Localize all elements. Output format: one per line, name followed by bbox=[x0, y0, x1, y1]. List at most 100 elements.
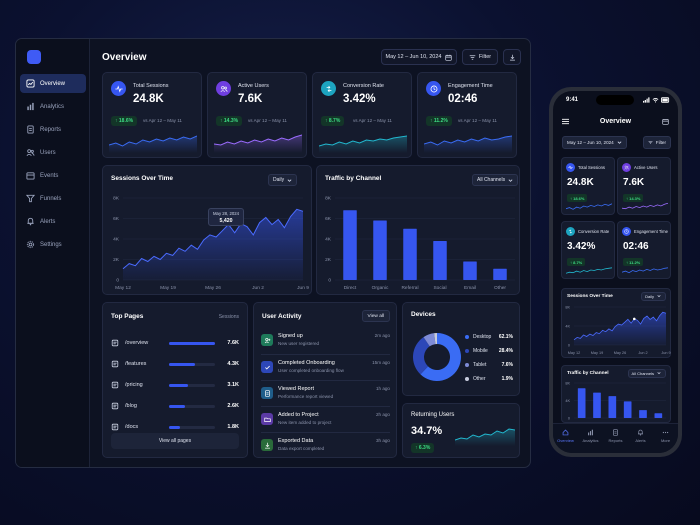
kpi-change: ↑ 18.6% bbox=[567, 194, 588, 202]
filter-button[interactable]: Filter bbox=[462, 49, 498, 65]
activity-item[interactable]: Signed up New user registered 2m ago bbox=[261, 328, 390, 354]
bar bbox=[623, 401, 632, 418]
page-share-fill bbox=[169, 341, 215, 345]
activity-title: Added to Project bbox=[278, 412, 319, 418]
kpi-label: Active Users bbox=[238, 83, 269, 89]
y-tick-label: 8K bbox=[325, 196, 332, 202]
bar bbox=[654, 413, 663, 418]
overview-icon bbox=[26, 79, 35, 88]
kpi-sparkline bbox=[319, 135, 407, 153]
kpi-value: 24.8K bbox=[567, 177, 594, 188]
bar bbox=[639, 410, 647, 418]
device-name: Tablet bbox=[473, 362, 487, 368]
filter-icon bbox=[469, 54, 476, 61]
kpi-compare: vs Apr 12 – May 11 bbox=[458, 118, 497, 123]
sessions-period-label: Daily bbox=[273, 177, 285, 183]
sidebar-item-label: Overview bbox=[40, 80, 66, 87]
mobile-traffic-filter[interactable]: All Channels bbox=[627, 369, 666, 378]
users-icon bbox=[26, 148, 35, 157]
returning-users-card: Returning Users 34.7% ↑ 6.3% bbox=[402, 403, 520, 458]
tab-analytics[interactable]: Analytics bbox=[578, 424, 603, 453]
sidebar-item-funnels[interactable]: Funnels bbox=[20, 189, 86, 208]
sidebar: Overview Analytics Reports Users Events Funne… bbox=[16, 39, 90, 467]
top-page-row[interactable]: /blog 2.6K bbox=[111, 399, 239, 413]
menu-icon[interactable] bbox=[562, 118, 569, 125]
mobile-kpi-card: Active Users 7.6K ↑ 14.3% bbox=[617, 157, 671, 215]
calendar-icon[interactable] bbox=[662, 118, 669, 125]
activity-badge bbox=[261, 334, 273, 346]
x-tick-label: Jun 2 bbox=[638, 351, 647, 355]
page-path: /docs bbox=[125, 424, 139, 430]
analytics-icon bbox=[587, 429, 594, 436]
page-icon bbox=[111, 423, 119, 431]
device-legend-item: Other 1.9% bbox=[465, 373, 513, 385]
activity-item[interactable]: Completed Onboarding User completed onboa… bbox=[261, 354, 390, 380]
activity-time: 3h ago bbox=[375, 438, 390, 443]
returning-users-value: 34.7% bbox=[411, 425, 443, 437]
bar bbox=[343, 210, 357, 280]
tab-overview[interactable]: Overview bbox=[553, 424, 578, 453]
clock-icon bbox=[624, 229, 629, 234]
filter-icon bbox=[648, 140, 653, 145]
page-share-fill bbox=[169, 383, 188, 387]
bar bbox=[463, 261, 477, 280]
kpi-icon-badge bbox=[426, 81, 441, 96]
activity-description: New user registered bbox=[278, 341, 320, 346]
y-tick-label: 0 bbox=[568, 344, 570, 348]
sidebar-item-label: Funnels bbox=[40, 195, 62, 202]
mobile-date-range[interactable]: May 12 – Jun 10, 2024 bbox=[562, 136, 627, 149]
top-page-row[interactable]: /features 4.3K bbox=[111, 357, 239, 371]
top-page-row[interactable]: /pricing 3.1K bbox=[111, 378, 239, 392]
kpi-icon-badge bbox=[321, 81, 336, 96]
bar bbox=[433, 241, 447, 280]
sidebar-item-label: Analytics bbox=[40, 103, 65, 110]
sessions-period-select[interactable]: Daily bbox=[268, 174, 298, 186]
mobile-filter-button[interactable]: Filter bbox=[642, 136, 671, 149]
activity-item[interactable]: Added to Project New item added to projec… bbox=[261, 406, 390, 432]
view-all-pages-button[interactable]: View all pages bbox=[111, 433, 239, 449]
sidebar-item-events[interactable]: Events bbox=[20, 166, 86, 185]
activity-item[interactable]: Viewed Report Performance report viewed 1h… bbox=[261, 380, 390, 406]
bar bbox=[608, 396, 617, 418]
tab-more[interactable]: More bbox=[653, 424, 678, 453]
tab-label: Reports bbox=[608, 438, 623, 443]
sidebar-item-users[interactable]: Users bbox=[20, 143, 86, 162]
kpi-value: 02:46 bbox=[448, 93, 478, 105]
bar bbox=[403, 228, 417, 280]
donut-slice bbox=[420, 333, 462, 381]
top-page-row[interactable]: /overview 7.6K bbox=[111, 336, 239, 350]
phone-notch bbox=[596, 95, 634, 105]
tooltip-value: 5,420 bbox=[219, 218, 233, 224]
kpi-label: Conversion Rate bbox=[343, 83, 384, 89]
returning-users-sparkline bbox=[455, 428, 515, 446]
page-path: /pricing bbox=[125, 382, 143, 388]
export-button[interactable] bbox=[503, 49, 521, 65]
kpi-label: Engagement Time bbox=[448, 83, 493, 89]
kpi-sparkline bbox=[566, 203, 612, 210]
mobile-sessions-period[interactable]: Daily bbox=[641, 292, 666, 301]
sidebar-item-reports[interactable]: Reports bbox=[20, 120, 86, 139]
tab-reports[interactable]: Reports bbox=[603, 424, 628, 453]
activity-time: 2h ago bbox=[375, 412, 390, 417]
sidebar-item-overview[interactable]: Overview bbox=[20, 74, 86, 93]
top-page-row[interactable]: /docs 1.8K bbox=[111, 420, 239, 434]
gear-icon bbox=[26, 240, 35, 249]
traffic-channel-select[interactable]: All Channels bbox=[472, 174, 519, 186]
sidebar-item-alerts[interactable]: Alerts bbox=[20, 212, 86, 231]
activity-item[interactable]: Exported Data Data export completed 3h ago bbox=[261, 432, 390, 458]
page-title: Overview bbox=[102, 52, 147, 63]
sessions-area bbox=[574, 312, 666, 345]
view-all-activity-button[interactable]: View all bbox=[361, 310, 390, 322]
sidebar-item-analytics[interactable]: Analytics bbox=[20, 97, 86, 116]
top-pages-card: Top Pages Sessions /overview 7.6K/feature… bbox=[102, 302, 248, 458]
mobile-filter-label: Filter bbox=[655, 140, 666, 145]
x-tick-label: Other bbox=[494, 285, 506, 291]
date-range-picker[interactable]: May 12 – Jun 10, 2024 bbox=[381, 49, 457, 65]
sidebar-item-settings[interactable]: Settings bbox=[20, 235, 86, 254]
kpi-change: ↑ 11.2% bbox=[426, 116, 452, 126]
tab-alerts[interactable]: Alerts bbox=[628, 424, 653, 453]
kpi-icon-badge bbox=[216, 81, 231, 96]
donut-slice bbox=[413, 337, 430, 375]
devices-card: Devices Desktop 62.1% Mobile 28.4% Tablet 7.6… bbox=[402, 302, 520, 396]
page-share-fill bbox=[169, 425, 181, 429]
